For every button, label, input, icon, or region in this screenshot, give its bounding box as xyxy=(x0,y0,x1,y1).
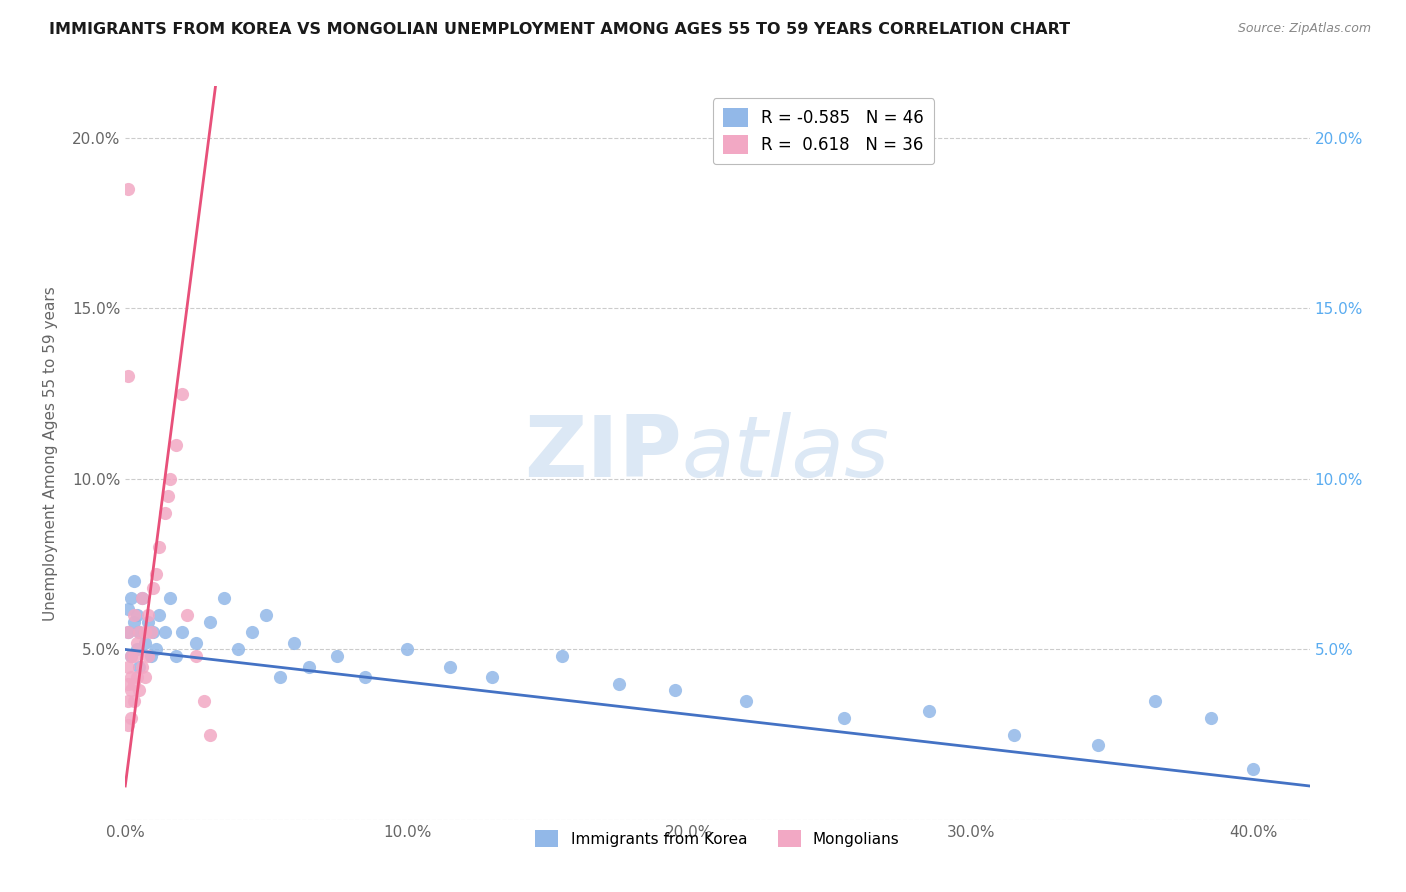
Point xyxy=(131,659,153,673)
Point xyxy=(125,635,148,649)
Point xyxy=(176,608,198,623)
Point xyxy=(117,601,139,615)
Point xyxy=(136,608,159,623)
Point xyxy=(128,659,150,673)
Point xyxy=(269,670,291,684)
Point xyxy=(148,540,170,554)
Point xyxy=(117,693,139,707)
Point xyxy=(128,625,150,640)
Point xyxy=(145,567,167,582)
Point xyxy=(1002,728,1025,742)
Point xyxy=(117,369,139,384)
Point xyxy=(142,581,165,595)
Point xyxy=(156,489,179,503)
Point xyxy=(153,625,176,640)
Point xyxy=(131,591,153,606)
Point xyxy=(918,704,941,718)
Point xyxy=(125,670,148,684)
Point xyxy=(834,711,856,725)
Point xyxy=(212,591,235,606)
Point xyxy=(120,649,142,664)
Point xyxy=(117,182,139,196)
Point xyxy=(125,608,148,623)
Text: Source: ZipAtlas.com: Source: ZipAtlas.com xyxy=(1237,22,1371,36)
Point xyxy=(1199,711,1222,725)
Point xyxy=(607,676,630,690)
Point xyxy=(120,670,142,684)
Point xyxy=(184,635,207,649)
Point xyxy=(1241,762,1264,776)
Point xyxy=(125,642,148,657)
Point xyxy=(170,625,193,640)
Point xyxy=(134,625,156,640)
Point xyxy=(297,659,319,673)
Point xyxy=(122,574,145,589)
Point xyxy=(734,693,756,707)
Point xyxy=(226,642,249,657)
Point xyxy=(117,676,139,690)
Point xyxy=(664,683,686,698)
Point xyxy=(139,625,162,640)
Text: ZIP: ZIP xyxy=(524,412,682,495)
Point xyxy=(120,683,142,698)
Point xyxy=(120,649,142,664)
Point xyxy=(159,591,181,606)
Point xyxy=(184,649,207,664)
Point xyxy=(193,693,215,707)
Point xyxy=(551,649,574,664)
Point xyxy=(117,625,139,640)
Point xyxy=(283,635,305,649)
Point xyxy=(122,615,145,629)
Point xyxy=(439,659,461,673)
Point xyxy=(134,670,156,684)
Point xyxy=(142,625,165,640)
Y-axis label: Unemployment Among Ages 55 to 59 years: Unemployment Among Ages 55 to 59 years xyxy=(44,285,58,621)
Legend: Immigrants from Korea, Mongolians: Immigrants from Korea, Mongolians xyxy=(529,824,905,853)
Point xyxy=(145,642,167,657)
Point xyxy=(117,659,139,673)
Point xyxy=(254,608,277,623)
Point xyxy=(198,728,221,742)
Point xyxy=(165,649,187,664)
Point xyxy=(122,676,145,690)
Point xyxy=(153,506,176,520)
Point xyxy=(1143,693,1166,707)
Point xyxy=(117,717,139,731)
Point xyxy=(117,625,139,640)
Point xyxy=(159,472,181,486)
Point xyxy=(122,649,145,664)
Point xyxy=(122,608,145,623)
Point xyxy=(396,642,419,657)
Point xyxy=(134,635,156,649)
Point xyxy=(136,649,159,664)
Point xyxy=(131,591,153,606)
Point xyxy=(165,438,187,452)
Point xyxy=(136,615,159,629)
Point xyxy=(120,711,142,725)
Point xyxy=(170,386,193,401)
Point xyxy=(240,625,263,640)
Point xyxy=(354,670,377,684)
Text: atlas: atlas xyxy=(682,412,890,495)
Text: IMMIGRANTS FROM KOREA VS MONGOLIAN UNEMPLOYMENT AMONG AGES 55 TO 59 YEARS CORREL: IMMIGRANTS FROM KOREA VS MONGOLIAN UNEMP… xyxy=(49,22,1070,37)
Point xyxy=(198,615,221,629)
Point xyxy=(326,649,349,664)
Point xyxy=(120,591,142,606)
Point xyxy=(481,670,503,684)
Point xyxy=(128,683,150,698)
Point xyxy=(128,625,150,640)
Point xyxy=(1087,738,1109,752)
Point xyxy=(148,608,170,623)
Point xyxy=(122,693,145,707)
Point xyxy=(139,649,162,664)
